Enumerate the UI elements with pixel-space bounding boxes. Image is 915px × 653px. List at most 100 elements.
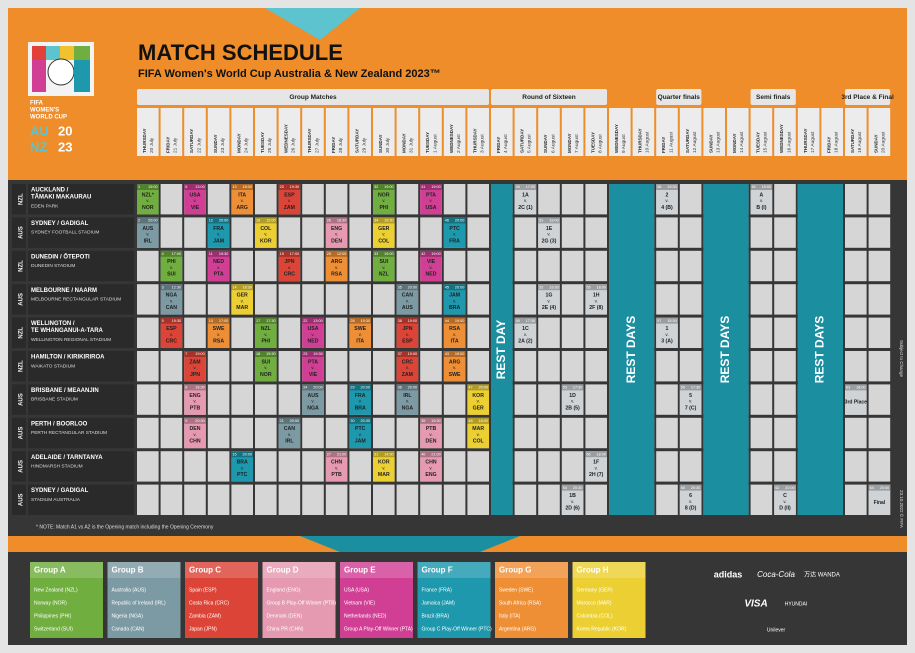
match-strip [443, 351, 466, 357]
empty-cell [845, 284, 867, 315]
versus: v. [689, 499, 692, 504]
team: 8 (D) [685, 505, 697, 511]
group-header [572, 562, 646, 578]
empty-cell [278, 217, 301, 248]
empty-cell [255, 384, 277, 415]
empty-cell [184, 250, 206, 282]
date-header [420, 108, 442, 156]
match-number: 40 [421, 452, 425, 456]
match-number: 2 [138, 219, 140, 223]
team: PTB [190, 405, 201, 411]
empty-cell [750, 484, 773, 515]
match-number: 29 [350, 386, 354, 390]
match-cell [561, 384, 584, 415]
venue-stadium: WELLINGTON REGIONAL STADIUM [31, 337, 111, 343]
match-strip [443, 217, 466, 224]
match-time: 19:00 [408, 352, 418, 356]
empty-cell [467, 351, 489, 382]
empty-cell [255, 250, 277, 282]
match-strip [255, 217, 277, 224]
match-number: 3 [162, 285, 164, 289]
venue-stadium: HINDMARSH STADIUM [31, 463, 83, 469]
empty-cell [231, 250, 253, 282]
country-code: NZL [19, 327, 25, 339]
weekday: WEDNESDAY [284, 124, 289, 153]
team: KOR [260, 238, 272, 244]
match-strip [373, 250, 395, 257]
team: NOR [142, 205, 154, 211]
group-header [30, 562, 103, 578]
versus: v. [665, 332, 668, 337]
team: ARG [236, 205, 248, 211]
match-number: 36 [398, 386, 402, 390]
match-cell [160, 284, 183, 315]
versus: v. [311, 365, 314, 370]
empty-cell [278, 284, 301, 315]
empty-cell [467, 217, 489, 248]
match-cell [774, 484, 796, 515]
match-number: 54 [563, 486, 567, 490]
group-team: Group B Play-Off Winner (PTB) [267, 600, 337, 606]
match-time: 20:00 [313, 386, 323, 390]
match-time: 19:30 [360, 319, 370, 323]
side-note: Subject to Change [899, 340, 904, 378]
match-number: 10 [209, 319, 213, 323]
empty-cell [160, 217, 183, 248]
empty-cell [160, 451, 183, 482]
group-team: Switzerland (SUI) [34, 626, 73, 632]
empty-cell [656, 417, 678, 449]
empty-cell [137, 384, 159, 415]
versus: v. [406, 332, 409, 337]
team: NGA [166, 293, 178, 299]
empty-cell [207, 417, 230, 449]
date-header [538, 108, 560, 156]
stage-label: 3rd Place & Final [841, 94, 894, 101]
date-header [443, 108, 466, 156]
team: AUS [142, 226, 153, 232]
empty-cell [231, 351, 253, 382]
date: 7 August [574, 134, 580, 153]
match-number: 63 [846, 386, 850, 390]
team: GER [237, 293, 248, 299]
team: ENG [331, 226, 342, 232]
versus: v. [453, 332, 456, 337]
weekday: THURSDAY [638, 128, 643, 153]
team: RSA [331, 272, 342, 278]
team: ITA [451, 338, 459, 344]
versus: v. [429, 265, 432, 270]
footer-accent [300, 536, 520, 552]
stage-label: Group Matches [289, 94, 337, 101]
versus: v. [241, 465, 244, 470]
venue-cell [28, 351, 134, 382]
empty-cell [774, 184, 796, 215]
date-header [750, 108, 773, 156]
match-number: 37 [398, 352, 402, 356]
group-header [185, 562, 258, 578]
stage-header [845, 89, 891, 105]
group-team: England (ENG) [267, 587, 301, 593]
date-header [821, 108, 843, 156]
empty-cell [443, 384, 466, 415]
empty-cell [137, 484, 159, 515]
match-number: 27 [327, 452, 331, 456]
versus: v. [477, 432, 480, 437]
team: VIE [427, 259, 436, 265]
match-strip [396, 317, 419, 324]
date: 19 August [857, 131, 863, 153]
venue-city: SYDNEY / GADIGAL [31, 221, 89, 227]
versus: v. [429, 198, 432, 203]
match-time: 20:00 [408, 386, 418, 390]
sponsor: 万达 WANDA [804, 571, 840, 579]
empty-cell [868, 284, 891, 315]
team: ITA [238, 192, 246, 198]
team: ZAM [402, 372, 413, 378]
empty-cell [845, 451, 867, 482]
match-cell [443, 317, 466, 348]
empty-cell [538, 484, 560, 515]
empty-cell [868, 217, 891, 248]
weekday: FRIDAY [826, 137, 831, 153]
match-number: 21 [280, 419, 284, 423]
match-number: 26 [327, 219, 331, 223]
empty-cell [349, 484, 371, 515]
match-number: 18 [256, 352, 260, 356]
